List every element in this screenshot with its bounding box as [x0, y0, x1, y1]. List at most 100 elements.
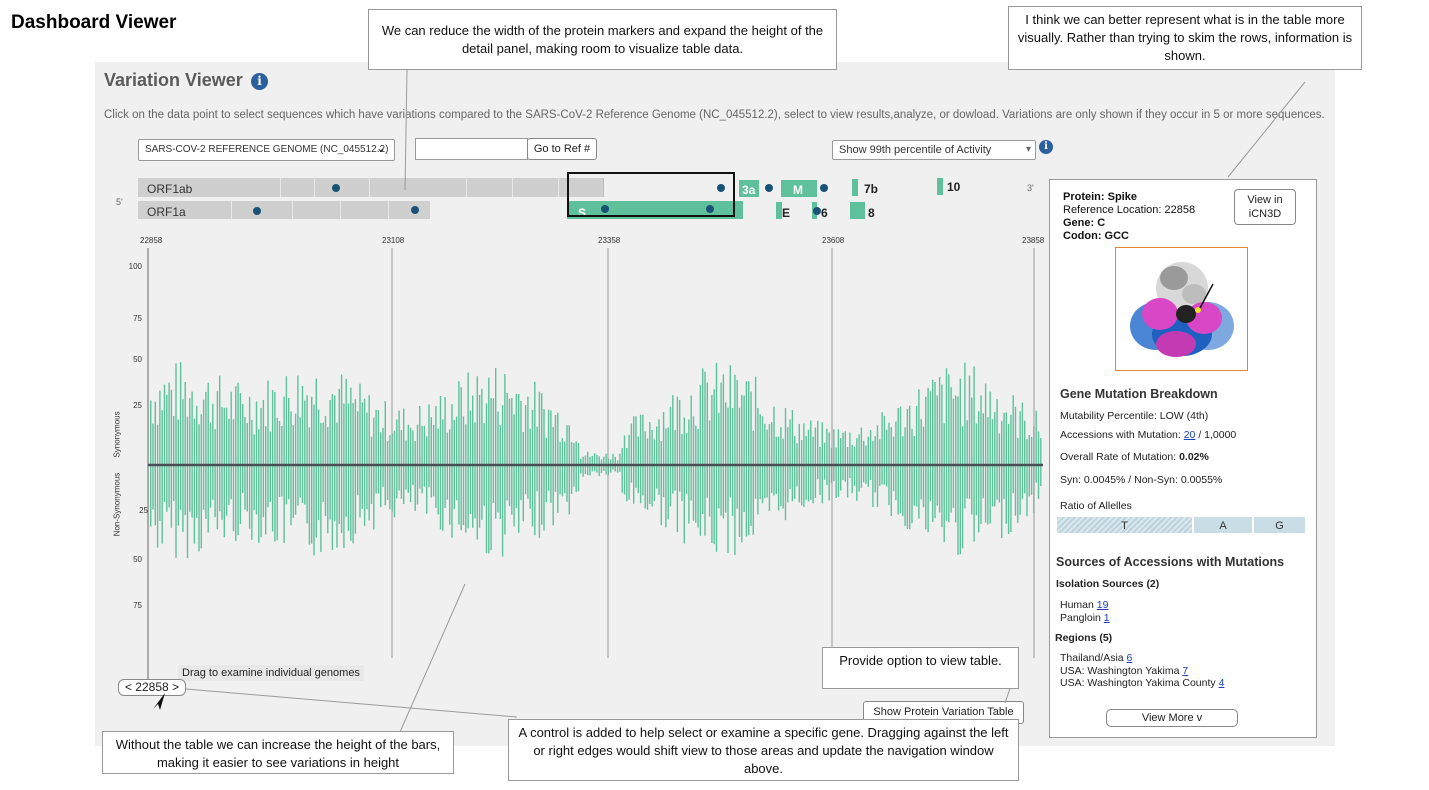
synonymous-bar[interactable] — [918, 389, 920, 465]
non-synonymous-bar[interactable] — [230, 465, 232, 500]
info-icon[interactable]: i — [251, 73, 268, 90]
synonymous-bar[interactable] — [251, 419, 253, 465]
synonymous-bar[interactable] — [350, 387, 352, 465]
non-synonymous-bar[interactable] — [644, 465, 646, 509]
non-synonymous-bar[interactable] — [888, 465, 890, 506]
synonymous-bar[interactable] — [800, 440, 803, 465]
non-synonymous-bar[interactable] — [651, 465, 653, 507]
non-synonymous-bar[interactable] — [766, 465, 768, 498]
synonymous-bar[interactable] — [635, 416, 637, 465]
synonymous-bar[interactable] — [883, 416, 886, 465]
non-synonymous-bar[interactable] — [225, 465, 228, 516]
non-synonymous-bar[interactable] — [255, 465, 258, 515]
non-synonymous-bar[interactable] — [982, 465, 984, 499]
non-synonymous-bar[interactable] — [738, 465, 741, 537]
synonymous-bar[interactable] — [600, 459, 603, 465]
synonymous-bar[interactable] — [198, 424, 200, 465]
synonymous-bar[interactable] — [1003, 412, 1005, 465]
synonymous-bar[interactable] — [715, 362, 718, 465]
non-synonymous-bar[interactable] — [474, 465, 476, 519]
non-synonymous-bar[interactable] — [936, 465, 938, 506]
non-synonymous-bar[interactable] — [794, 465, 796, 499]
synonymous-bar[interactable] — [554, 415, 557, 465]
non-synonymous-bar[interactable] — [725, 465, 727, 513]
synonymous-bar[interactable] — [368, 395, 370, 465]
non-synonymous-bar[interactable] — [872, 465, 874, 507]
synonymous-bar[interactable] — [244, 417, 246, 465]
non-synonymous-bar[interactable] — [938, 465, 941, 513]
non-synonymous-bar[interactable] — [814, 465, 817, 498]
non-synonymous-bar[interactable] — [260, 465, 262, 538]
non-synonymous-bar[interactable] — [214, 465, 216, 518]
non-synonymous-bar[interactable] — [780, 465, 782, 507]
synonymous-bar[interactable] — [189, 398, 191, 465]
synonymous-bar[interactable] — [531, 409, 534, 465]
non-synonymous-bar[interactable] — [575, 465, 577, 492]
non-synonymous-bar[interactable] — [221, 465, 223, 520]
synonymous-bar[interactable] — [216, 391, 219, 465]
non-synonymous-bar[interactable] — [182, 465, 184, 532]
non-synonymous-bar[interactable] — [423, 465, 426, 487]
synonymous-bar[interactable] — [748, 381, 750, 465]
non-synonymous-bar[interactable] — [757, 465, 759, 515]
non-synonymous-bar[interactable] — [288, 465, 290, 500]
synonymous-bar[interactable] — [538, 391, 541, 465]
synonymous-bar[interactable] — [656, 426, 658, 466]
synonymous-bar[interactable] — [725, 402, 727, 465]
source-count-link[interactable]: 19 — [1096, 599, 1109, 611]
non-synonymous-bar[interactable] — [179, 465, 182, 510]
non-synonymous-bar[interactable] — [573, 465, 575, 487]
non-synonymous-bar[interactable] — [902, 465, 904, 517]
non-synonymous-bar[interactable] — [906, 465, 909, 530]
non-synonymous-bar[interactable] — [262, 465, 265, 518]
non-synonymous-bar[interactable] — [428, 465, 430, 488]
synonymous-bar[interactable] — [688, 419, 690, 465]
synonymous-bar[interactable] — [409, 427, 412, 465]
synonymous-bar[interactable] — [812, 436, 814, 465]
non-synonymous-bar[interactable] — [743, 465, 745, 512]
non-synonymous-bar[interactable] — [478, 465, 481, 528]
synonymous-bar[interactable] — [327, 426, 329, 465]
synonymous-bar[interactable] — [754, 376, 757, 465]
synonymous-bar[interactable] — [193, 418, 196, 465]
synonymous-bar[interactable] — [1028, 435, 1030, 465]
synonymous-bar[interactable] — [699, 385, 702, 465]
non-synonymous-bar[interactable] — [646, 465, 649, 510]
synonymous-bar[interactable] — [978, 411, 980, 465]
synonymous-bar[interactable] — [683, 417, 685, 466]
synonymous-bar[interactable] — [221, 407, 223, 465]
non-synonymous-bar[interactable] — [202, 465, 205, 510]
synonymous-bar[interactable] — [419, 406, 421, 465]
synonymous-bar[interactable] — [639, 414, 642, 465]
synonymous-bar[interactable] — [851, 444, 853, 465]
non-synonymous-bar[interactable] — [1030, 465, 1033, 495]
synonymous-bar[interactable] — [577, 443, 580, 465]
non-synonymous-bar[interactable] — [929, 465, 932, 502]
synonymous-bar[interactable] — [888, 422, 890, 465]
non-synonymous-bar[interactable] — [761, 465, 764, 504]
synonymous-bar[interactable] — [945, 368, 948, 465]
non-synonymous-bar[interactable] — [368, 465, 370, 521]
synonymous-bar[interactable] — [522, 432, 524, 465]
synonymous-bar[interactable] — [228, 418, 230, 465]
synonymous-bar[interactable] — [508, 398, 511, 465]
synonymous-bar[interactable] — [892, 436, 895, 465]
synonymous-bar[interactable] — [370, 436, 373, 465]
non-synonymous-bar[interactable] — [853, 465, 856, 486]
non-synonymous-bar[interactable] — [973, 465, 975, 542]
non-synonymous-bar[interactable] — [292, 465, 294, 518]
position-stepper[interactable]: < 22858 > — [118, 679, 186, 696]
synonymous-bar[interactable] — [207, 382, 209, 465]
synonymous-bar[interactable] — [382, 427, 384, 465]
non-synonymous-bar[interactable] — [437, 465, 439, 515]
synonymous-bar[interactable] — [941, 384, 943, 465]
non-synonymous-bar[interactable] — [768, 465, 771, 512]
non-synonymous-bar[interactable] — [685, 465, 688, 495]
synonymous-bar[interactable] — [745, 381, 748, 465]
non-synonymous-bar[interactable] — [501, 465, 504, 557]
non-synonymous-bar[interactable] — [324, 465, 327, 516]
non-synonymous-bar[interactable] — [752, 465, 754, 535]
non-synonymous-bar[interactable] — [748, 465, 750, 536]
non-synonymous-bar[interactable] — [1014, 465, 1017, 516]
synonymous-bar[interactable] — [232, 419, 235, 465]
